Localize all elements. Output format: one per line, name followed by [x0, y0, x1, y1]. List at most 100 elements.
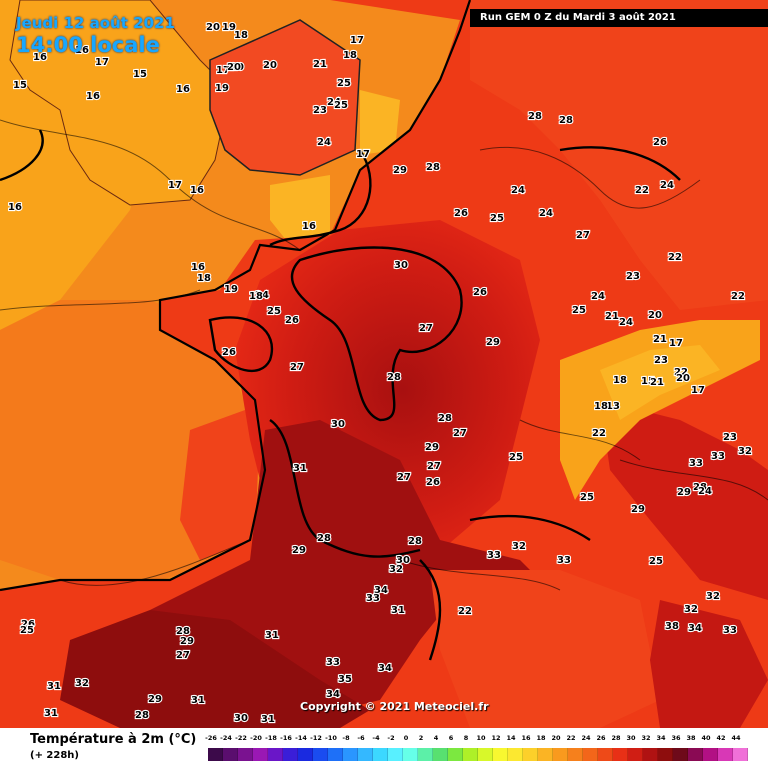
temperature-value-label: 25 [509, 452, 523, 463]
temperature-value-label: 25 [580, 492, 594, 503]
legend-tick-label: 16 [521, 734, 531, 742]
legend-tick-label: -2 [387, 734, 395, 742]
legend-tick-label: 40 [701, 734, 711, 742]
legend-color-swatch [478, 748, 493, 761]
temperature-value-label: 29 [631, 504, 645, 515]
legend-color-swatch [658, 748, 673, 761]
temperature-value-label: 16 [86, 91, 100, 102]
temperature-value-label: 15 [133, 69, 147, 80]
legend-color-swatch [643, 748, 658, 761]
legend-tick-label: 4 [433, 734, 439, 742]
temperature-value-label: 20 [676, 373, 690, 384]
temperature-value-label: 22 [674, 367, 688, 378]
temperature-value-label: 24 [660, 180, 674, 191]
legend-tick-label: 32 [641, 734, 651, 742]
temperature-value-label: 20 [648, 310, 662, 321]
temperature-value-label: 30 [234, 713, 248, 724]
legend-color-swatch [538, 748, 553, 761]
temperature-value-label: 22 [635, 185, 649, 196]
legend-color-swatch [283, 748, 298, 761]
legend-color-swatch [328, 748, 343, 761]
temperature-value-label: 24 [539, 208, 553, 219]
temperature-value-label: 32 [738, 446, 752, 457]
temperature-value-label: 25 [490, 213, 504, 224]
legend-tick-label: -14 [295, 734, 307, 742]
temperature-value-label: 27 [427, 461, 441, 472]
temperature-value-label: 25 [334, 100, 348, 111]
legend-color-swatch [418, 748, 433, 761]
legend-tick-label: 12 [491, 734, 501, 742]
temperature-value-label: 28 [438, 413, 452, 424]
legend-color-swatch [448, 748, 463, 761]
temperature-value-label: 19 [222, 22, 236, 33]
legend-color-swatch [313, 748, 328, 761]
legend-tick-label: 22 [566, 734, 576, 742]
temperature-value-label: 21 [650, 377, 664, 388]
temperature-value-label: 31 [44, 708, 58, 719]
legend-color-swatch [403, 748, 418, 761]
forecast-date: Jeudi 12 août 2021 [16, 14, 175, 32]
temperature-value-label: 16 [190, 185, 204, 196]
temperature-value-label: 29 [677, 487, 691, 498]
legend-color-swatch [703, 748, 718, 761]
temperature-value-label: 22 [458, 606, 472, 617]
legend-tick-label: 2 [418, 734, 424, 742]
temperature-value-label: 35 [338, 674, 352, 685]
temperature-value-label: 31 [293, 463, 307, 474]
temperature-value-label: 23 [654, 355, 668, 366]
english-channel-land [270, 175, 330, 245]
temperature-value-label: 17 [350, 35, 364, 46]
temperature-value-label: 20 [230, 62, 244, 73]
temperature-value-label: 26 [285, 315, 299, 326]
temperature-value-label: 16 [75, 45, 89, 56]
temperature-value-label: 21 [653, 334, 667, 345]
legend-color-swatch [298, 748, 313, 761]
temperature-value-label: 34 [374, 585, 388, 596]
temperature-value-label: 30 [394, 260, 408, 271]
temperature-value-label: 28 [387, 372, 401, 383]
legend-color-swatch [568, 748, 583, 761]
temperature-value-label: 16 [191, 262, 205, 273]
temperature-value-label: 17 [356, 149, 370, 160]
temperature-value-label: 16 [33, 52, 47, 63]
temperature-value-label: 22 [731, 291, 745, 302]
temperature-value-label: 33 [723, 625, 737, 636]
model-run-label: Run GEM 0 Z du Mardi 3 août 2021 [470, 9, 768, 27]
temperature-value-label: 32 [389, 564, 403, 575]
legend-tick-label: 8 [463, 734, 469, 742]
temperature-value-label: 24 [327, 97, 341, 108]
legend-tick-label: -12 [310, 734, 322, 742]
temperature-value-label: 24 [255, 290, 269, 301]
bold-contours [0, 129, 681, 661]
southern-england [209, 19, 361, 176]
temperature-value-label: 23 [313, 105, 327, 116]
temperature-value-label: 33 [689, 458, 703, 469]
legend-color-swatch [613, 748, 628, 761]
temperature-value-label: 26 [21, 619, 35, 630]
temperature-value-label: 16 [302, 221, 316, 232]
temperature-value-label: 20 [206, 22, 220, 33]
italy-hot-zone [600, 400, 768, 600]
legend-color-swatch [388, 748, 403, 761]
legend-tick-label: 26 [596, 734, 606, 742]
temperature-value-label: 27 [453, 428, 467, 439]
temperature-value-label: 31 [191, 695, 205, 706]
temperature-value-label: 17 [168, 180, 182, 191]
legend-color-swatch [523, 748, 538, 761]
legend-color-swatch [373, 748, 388, 761]
temperature-value-label: 28 [559, 115, 573, 126]
legend-color-scale [208, 748, 748, 761]
legend-color-swatch [343, 748, 358, 761]
legend-tick-label: 18 [536, 734, 546, 742]
temperature-value-label: 38 [665, 621, 679, 632]
temperature-value-label: 26 [222, 347, 236, 358]
legend-color-swatch [493, 748, 508, 761]
temperature-value-label: 28 [693, 482, 707, 493]
british-isles [9, 0, 231, 206]
temperature-value-label: 29 [486, 337, 500, 348]
iberia-extreme-zone [60, 610, 370, 728]
legend-scale-labels: -26 -24 -22 -20 -18 -16 -14 -12 -10 -8 -6 -4 -2 0 2 4 6 8… [205, 734, 747, 744]
temperature-value-label: 29 [393, 165, 407, 176]
